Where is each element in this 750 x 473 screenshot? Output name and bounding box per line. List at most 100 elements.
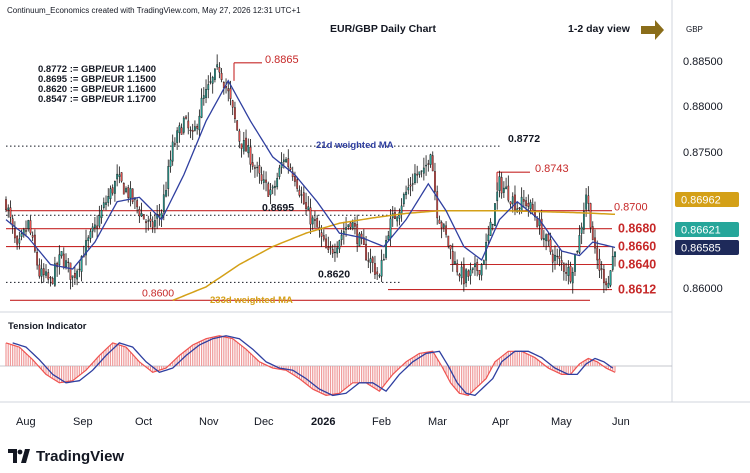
candle-up	[529, 202, 532, 210]
candle-up	[425, 164, 427, 167]
candle-up	[200, 97, 203, 118]
y-tick-label: 0.87500	[683, 147, 723, 159]
candle-down	[38, 264, 41, 277]
x-tick-label: Dec	[254, 416, 274, 428]
candle-up	[182, 117, 185, 133]
candle-down	[596, 247, 599, 261]
candle-up	[380, 259, 383, 277]
candle-up	[116, 173, 119, 180]
candle-up	[405, 191, 407, 196]
candle-up	[482, 260, 485, 265]
candle-up	[471, 267, 474, 270]
candle-up	[76, 270, 79, 280]
candle-down	[605, 281, 607, 286]
y-tick-label: 0.88000	[683, 101, 723, 113]
candle-up	[80, 256, 83, 272]
candle-down	[374, 263, 376, 275]
level-label: 0.8640	[618, 257, 656, 271]
candle-down	[127, 187, 130, 198]
candle-down	[229, 88, 232, 99]
candle-up	[211, 76, 214, 84]
candle-up	[567, 267, 570, 276]
candle-down	[265, 179, 267, 183]
x-tick-label: May	[551, 416, 572, 428]
candle-up	[442, 224, 445, 228]
candle-up	[285, 159, 287, 162]
candle-up	[378, 275, 381, 277]
candle-down	[122, 183, 125, 195]
x-tick-label: Oct	[135, 416, 152, 428]
conversion-note: 0.8620 := GBP/EUR 1.1600	[38, 84, 156, 95]
candle-down	[431, 155, 434, 172]
level-label: 0.8612	[618, 283, 656, 297]
time-axis: Aug Sep Oct Nov Dec 2026 Feb Mar Apr May…	[16, 416, 630, 428]
candle-up	[347, 224, 350, 227]
candle-down	[531, 204, 534, 212]
candle-up	[498, 176, 501, 191]
candle-up	[311, 217, 314, 225]
candle-down	[365, 243, 367, 261]
price-tag-ma21: 0.86585	[675, 240, 739, 255]
candle-up	[494, 203, 496, 226]
candle-down	[234, 107, 236, 119]
candle-up	[256, 166, 259, 169]
candle-up	[351, 222, 354, 229]
candle-up	[607, 282, 610, 288]
candle-up	[389, 218, 392, 239]
candle-up	[502, 187, 505, 193]
candle-down	[551, 253, 554, 263]
level-label: 0.8600	[142, 287, 174, 299]
x-tick-label: Feb	[372, 416, 391, 428]
y-tick-label: 0.88500	[683, 56, 723, 68]
candle-down	[251, 162, 254, 167]
candle-up	[100, 209, 103, 218]
candle-up	[474, 263, 476, 268]
candle-down	[131, 188, 134, 202]
candle-up	[205, 89, 207, 98]
candle-up	[385, 240, 387, 258]
candle-down	[569, 265, 572, 282]
candle-up	[45, 271, 47, 276]
candle-down	[525, 200, 527, 206]
level-label: 0.8700	[614, 202, 648, 214]
candle-up	[300, 194, 303, 196]
candle-down	[289, 167, 292, 170]
candle-up	[171, 141, 174, 162]
candle-down	[356, 224, 359, 244]
candle-down	[447, 235, 450, 247]
candle-down	[540, 218, 543, 240]
tension-layer	[5, 335, 616, 397]
candle-up	[209, 81, 212, 83]
candle-up	[85, 240, 87, 256]
candle-down	[322, 235, 325, 240]
candle-down	[67, 261, 70, 264]
chart-title: EUR/GBP Daily Chart	[330, 23, 437, 35]
candle-down	[440, 222, 443, 228]
candle-up	[487, 234, 490, 242]
candle-down	[305, 202, 307, 209]
candle-down	[476, 262, 479, 271]
candle-up	[505, 186, 507, 190]
candle-down	[42, 268, 45, 276]
candle-up	[585, 194, 587, 210]
candle-down	[478, 270, 481, 275]
candle-up	[71, 275, 74, 278]
candle-up	[407, 187, 410, 191]
candle-down	[151, 221, 154, 228]
candle-down	[314, 219, 316, 221]
candle-up	[118, 174, 121, 177]
candle-up	[489, 221, 492, 236]
candle-down	[9, 207, 12, 218]
candle-down	[149, 218, 152, 222]
candle-up	[269, 189, 272, 196]
candle-down	[302, 192, 305, 204]
candle-up	[418, 171, 421, 175]
candle-down	[560, 260, 563, 264]
candle-down	[249, 146, 252, 165]
currency-label: GBP	[686, 25, 703, 34]
candle-up	[480, 264, 483, 276]
candle-up	[18, 238, 21, 244]
candle-up	[454, 261, 456, 265]
candle-down	[445, 225, 447, 235]
candle-up	[307, 206, 310, 211]
